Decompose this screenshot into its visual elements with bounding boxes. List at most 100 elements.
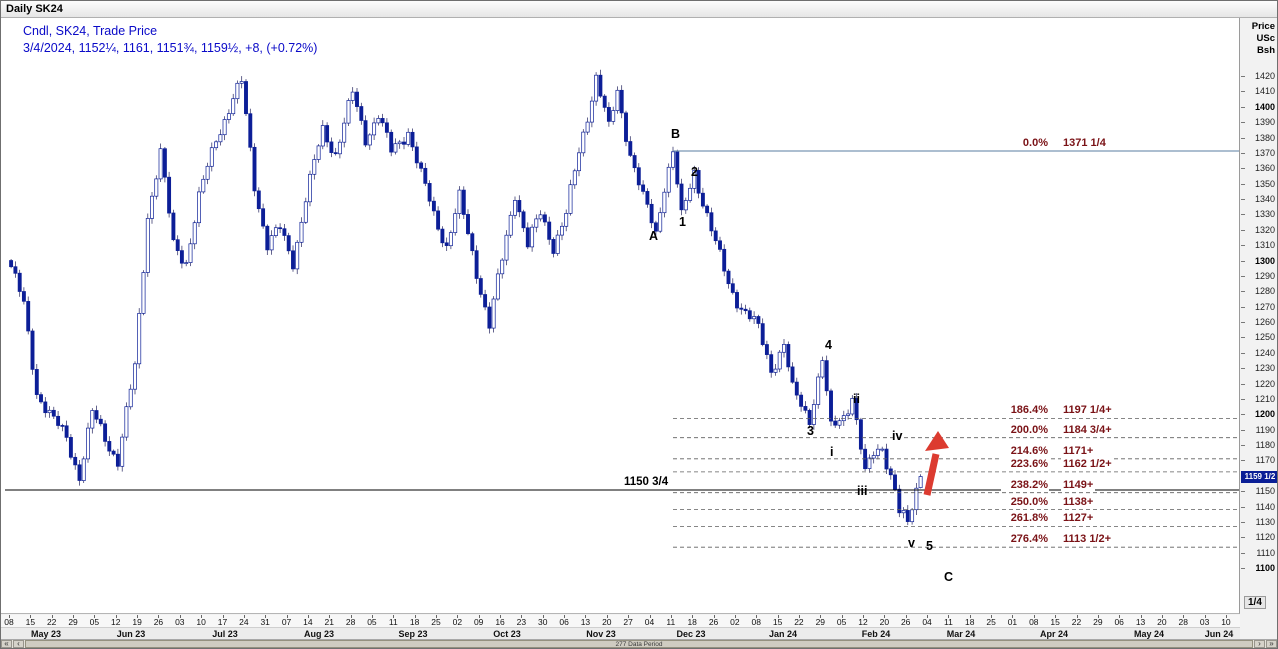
fib-level-label[interactable]: 214.6% 1171+ — [1001, 444, 1096, 457]
date-tick — [457, 615, 459, 618]
fib-percent: 276.4% — [1001, 533, 1049, 546]
price-axis-label: 1280 — [1254, 286, 1275, 297]
scroll-left-button[interactable]: ‹ — [13, 640, 24, 648]
date-axis-months: May 23 Jun 23 Jul 23 Aug 23 Sep 23 Oct 23 Nov … — [1, 627, 1240, 641]
elliott-wave-label-2[interactable]: 2 — [691, 165, 698, 179]
date-tick — [201, 615, 203, 618]
elliott-wave-label-iii[interactable]: iii — [857, 484, 868, 498]
date-day-label: 02 — [452, 617, 463, 627]
date-tick — [1012, 615, 1014, 618]
date-day-label: 05 — [367, 617, 377, 627]
date-day-label: 20 — [879, 617, 890, 627]
date-tick — [585, 615, 587, 618]
fib-level-label[interactable]: 200.0% 1184 3/4+ — [1001, 423, 1114, 436]
price-axis-minimum-tick: 1/4 — [1244, 596, 1266, 609]
fib-level-label[interactable]: 223.6% 1162 1/2+ — [1001, 457, 1114, 470]
price-axis-label: 1130 — [1255, 516, 1275, 527]
elliott-wave-label-v[interactable]: v — [908, 536, 915, 550]
date-tick — [649, 615, 651, 618]
elliott-wave-label-i[interactable]: i — [830, 445, 834, 459]
fib-percent: 0.0% — [1001, 136, 1049, 149]
price-axis-tick — [1241, 76, 1245, 77]
date-tick — [756, 615, 758, 618]
date-tick — [777, 615, 779, 618]
legend-ohlc-line: 3/4/2024, 1152¼, 1161, 1151¾, 1159½, +8,… — [23, 41, 318, 55]
fib-price: 1149+ — [1061, 478, 1096, 491]
date-day-label: 31 — [260, 617, 270, 627]
date-tick — [969, 615, 971, 618]
fib-level-label[interactable]: 276.4% 1113 1/2+ — [1001, 533, 1114, 546]
up-arrow-annotation-head[interactable] — [925, 431, 949, 451]
date-tick — [73, 615, 75, 618]
price-axis-label: 1190 — [1255, 424, 1275, 435]
support-line-label[interactable]: 1150 3/4 — [621, 475, 672, 488]
price-axis-tick — [1241, 260, 1245, 262]
elliott-wave-label-B[interactable]: B — [671, 127, 681, 141]
date-day-label: 08 — [751, 617, 761, 627]
elliott-wave-label-A[interactable]: A — [649, 229, 659, 243]
date-tick — [350, 615, 352, 618]
elliott-wave-label-4[interactable]: 4 — [825, 338, 832, 352]
price-axis-label: 1390 — [1254, 117, 1275, 128]
fib-level-label[interactable]: 186.4% 1197 1/4+ — [1001, 404, 1114, 417]
scroll-far-left-button[interactable]: « — [1, 640, 12, 648]
fib-level-label[interactable]: 250.0% 1138+ — [1001, 495, 1096, 508]
price-axis-tick — [1241, 398, 1245, 400]
price-axis-tick — [1241, 106, 1245, 108]
elliott-wave-label-3[interactable]: 3 — [807, 424, 814, 438]
elliott-wave-label-ii[interactable]: ii — [853, 392, 860, 406]
price-axis-tick — [1241, 322, 1245, 323]
price-axis-tick — [1241, 275, 1245, 277]
price-axis-tick — [1241, 152, 1245, 154]
price-axis-tick — [1241, 568, 1245, 569]
date-day-label: 27 — [623, 617, 633, 627]
date-day-label: 15 — [25, 617, 36, 627]
price-axis-label: 1360 — [1254, 163, 1275, 174]
price-axis-tick — [1241, 460, 1245, 462]
elliott-wave-label-5[interactable]: 5 — [926, 539, 933, 553]
legend-series-line: Cndl, SK24, Trade Price — [23, 24, 158, 38]
date-tick — [1204, 615, 1206, 618]
price-axis-tick — [1241, 445, 1245, 446]
date-day-label: 11 — [666, 617, 676, 627]
up-arrow-annotation[interactable] — [923, 453, 940, 496]
fib-level-label[interactable]: 0.0% 1371 1/4 — [1001, 136, 1108, 149]
date-tick — [329, 615, 331, 618]
price-axis-label: 1310 — [1254, 240, 1275, 251]
date-day-label: 18 — [409, 617, 420, 627]
price-axis-label: 1270 — [1254, 301, 1275, 312]
price-axis-tick — [1241, 429, 1245, 431]
date-day-label: 26 — [708, 617, 719, 627]
date-month-label: Sep 23 — [398, 629, 428, 639]
date-tick — [692, 615, 694, 618]
date-day-label: 17 — [217, 617, 228, 627]
elliott-wave-label-iv[interactable]: iv — [892, 429, 903, 443]
elliott-wave-label-C[interactable]: C — [944, 570, 954, 584]
price-axis-label: 1350 — [1254, 178, 1275, 189]
date-day-label: 26 — [900, 617, 911, 627]
date-day-label: 24 — [239, 617, 249, 627]
elliott-wave-label-1[interactable]: 1 — [679, 215, 686, 229]
chart-plot-area[interactable]: Cndl, SK24, Trade Price 3/4/2024, 1152¼,… — [1, 18, 1240, 614]
fib-level-label[interactable]: 238.2% 1149+ — [1001, 478, 1096, 491]
scroll-right-button[interactable]: › — [1254, 640, 1265, 648]
scrollbar-thumb[interactable]: 277 Data Period — [25, 640, 1253, 648]
horizontal-scrollbar[interactable]: « ‹ 277 Data Period › » — [1, 639, 1277, 648]
date-tick — [414, 615, 416, 618]
date-tick — [30, 615, 32, 618]
date-tick — [94, 615, 96, 618]
window-title-bar[interactable]: Daily SK24 — [1, 1, 1277, 18]
fib-level-label[interactable]: 261.8% 1127+ — [1001, 512, 1096, 525]
fib-price: 1127+ — [1061, 512, 1096, 525]
date-day-label: 05 — [89, 617, 100, 627]
scroll-far-right-button[interactable]: » — [1266, 640, 1277, 648]
date-tick — [51, 615, 53, 618]
price-axis-label: 1290 — [1254, 270, 1275, 281]
date-day-label: 22 — [1071, 617, 1082, 627]
date-tick — [115, 615, 117, 618]
candlestick-chart-canvas[interactable] — [1, 18, 1240, 614]
date-day-label: 03 — [175, 617, 185, 627]
date-month-label: Jul 23 — [212, 629, 238, 639]
date-day-label: 07 — [281, 617, 292, 627]
price-axis-label: 1110 — [1256, 547, 1275, 558]
